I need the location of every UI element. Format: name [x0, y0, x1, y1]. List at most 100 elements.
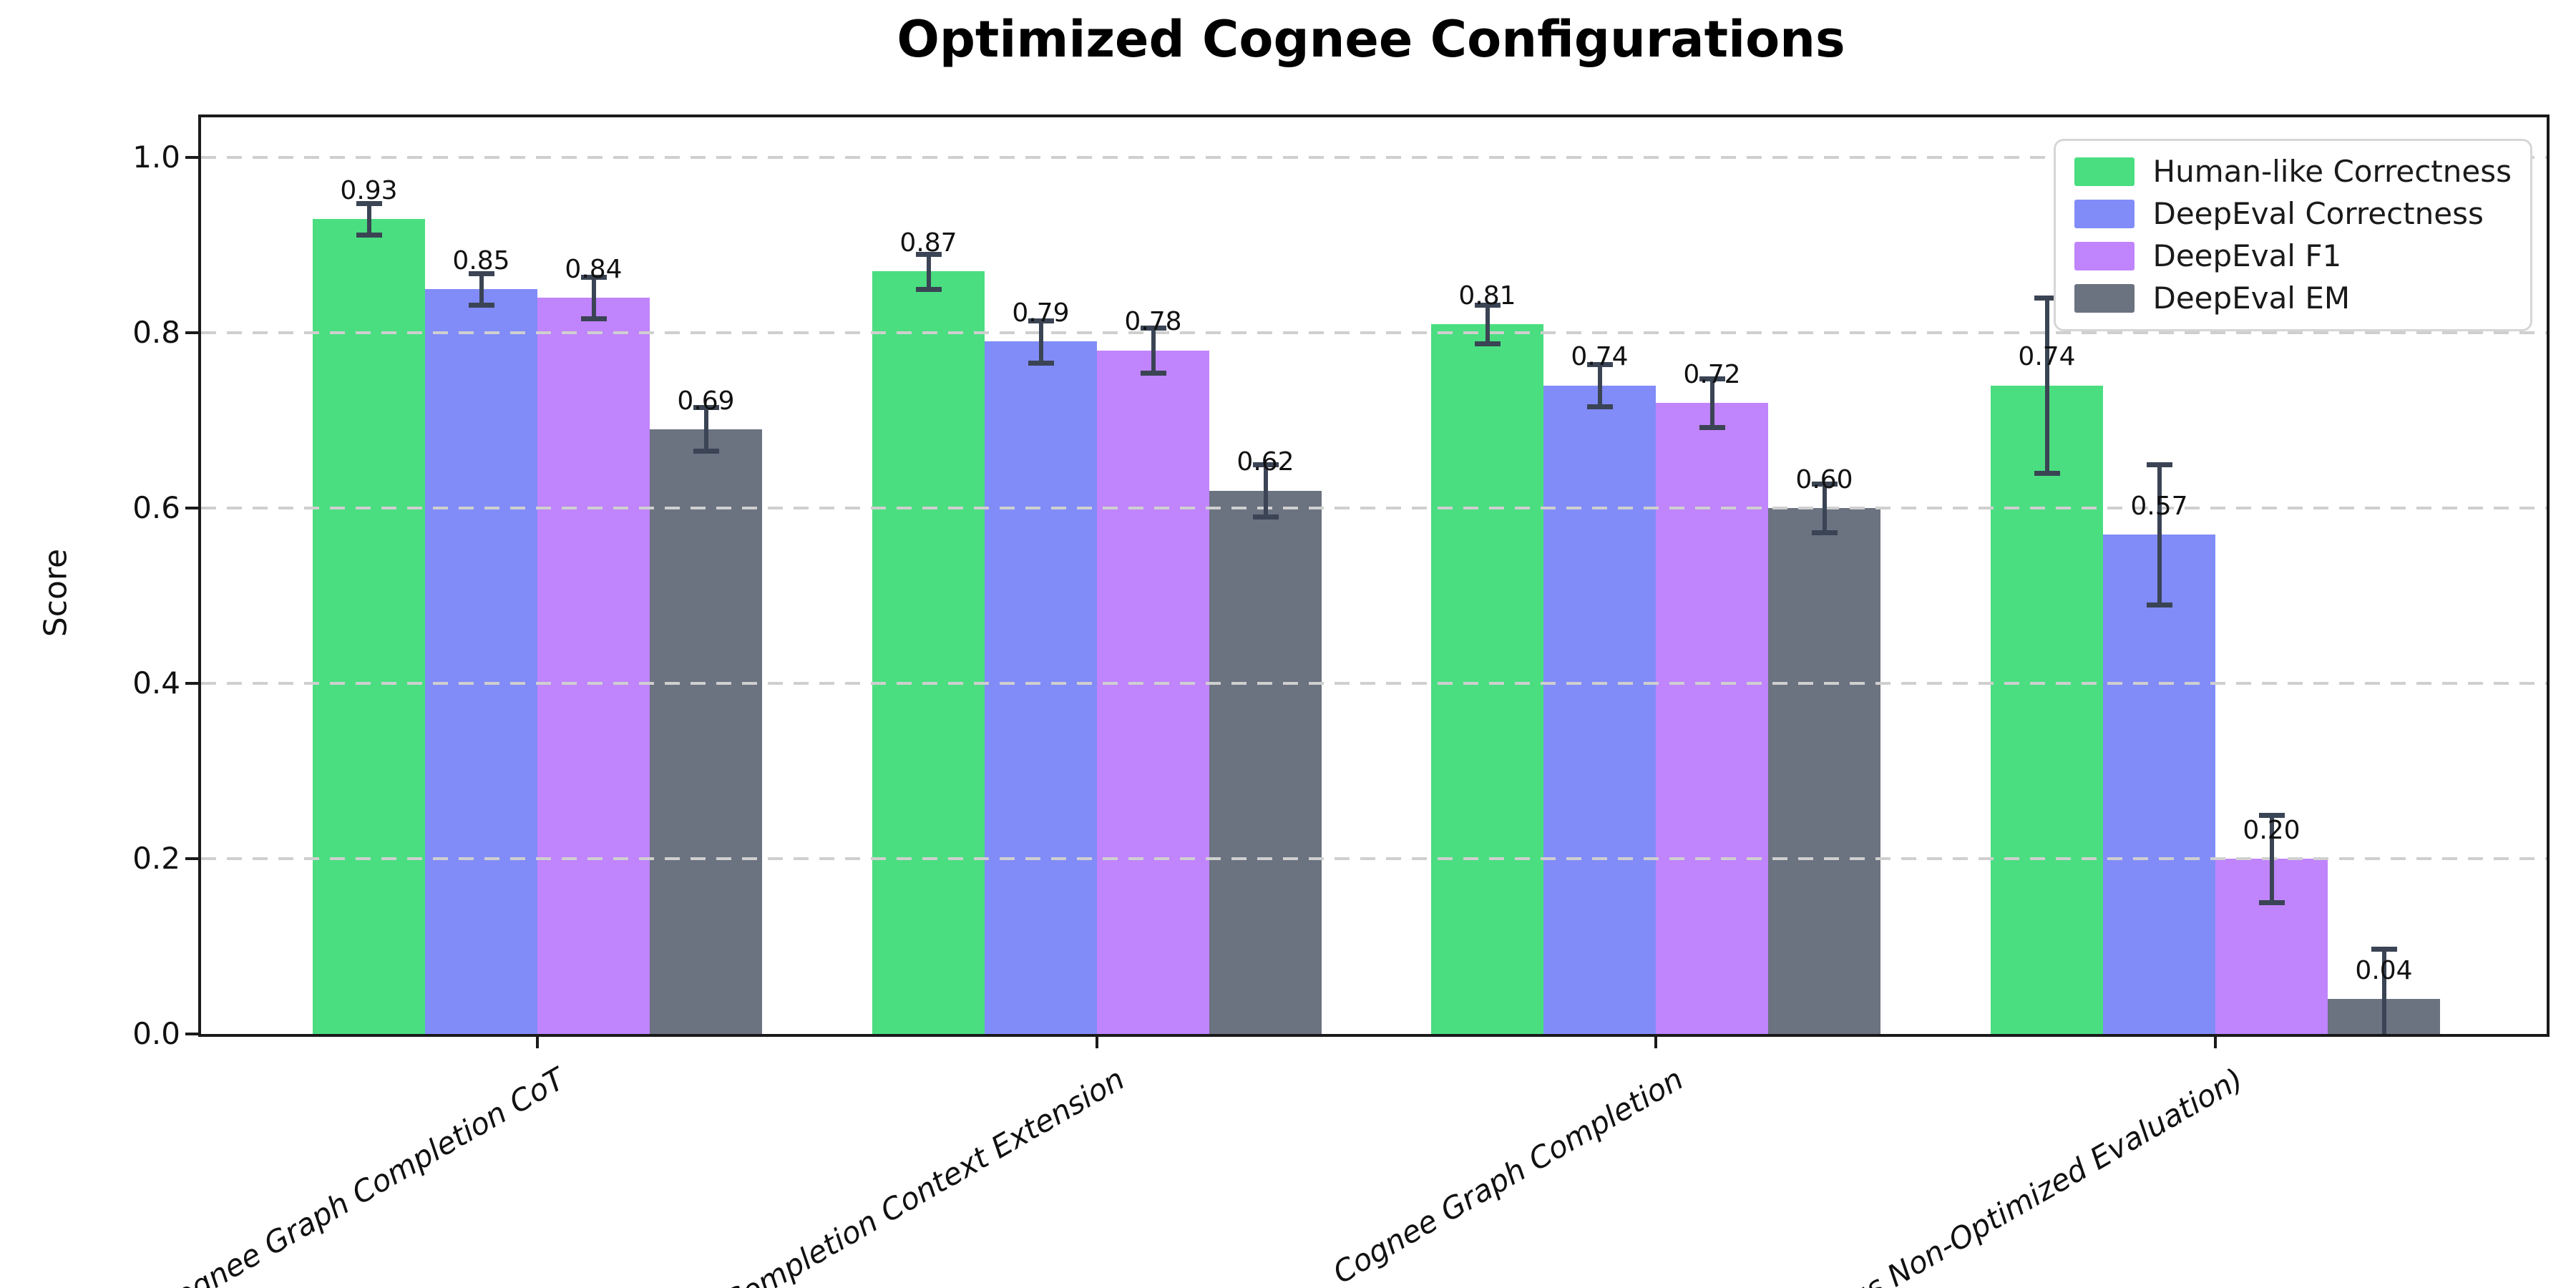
error-bar-cap [1811, 481, 1838, 487]
error-bar [479, 273, 484, 305]
error-bar [2157, 464, 2162, 605]
y-tick-mark [185, 156, 198, 159]
legend-swatch [2074, 242, 2135, 270]
legend-item: DeepEval Correctness [2074, 196, 2512, 232]
error-bar-cap [2146, 602, 2172, 608]
bar-value-label: 0.57 [2130, 491, 2188, 521]
error-bar [1597, 364, 1602, 406]
x-tick-label: Cognee (Previous Non-Optimized Evaluatio… [1644, 1061, 2249, 1288]
error-bar [2044, 298, 2049, 473]
error-bar-cap [1028, 318, 1054, 323]
bar [1991, 385, 2103, 1034]
error-bar-cap [356, 200, 382, 206]
bar [2103, 534, 2215, 1034]
bar-value-label: 0.20 [2243, 815, 2301, 845]
x-tick-mark [2214, 1037, 2217, 1048]
x-tick-mark [1654, 1037, 1657, 1048]
error-bar-cap [580, 316, 607, 322]
error-bar-cap [1811, 530, 1838, 536]
error-bar-cap [1699, 376, 1725, 381]
bar-value-label: 0.04 [2355, 955, 2413, 985]
bar-value-label: 0.69 [677, 386, 735, 416]
gridline [201, 857, 2547, 860]
bar-value-label: 0.72 [1683, 359, 1741, 389]
y-tick-label: 0.4 [132, 665, 180, 701]
legend-swatch [2074, 157, 2135, 186]
error-bar [1485, 304, 1490, 343]
error-bar-cap [1028, 360, 1054, 366]
error-bar [1709, 378, 1714, 428]
y-tick-label: 0.8 [132, 315, 180, 350]
legend-swatch [2074, 284, 2135, 313]
y-tick-label: 0.0 [132, 1016, 180, 1051]
gridline [201, 331, 2547, 334]
x-tick-label: Cognee Graph Completion Context Extensio… [521, 1061, 1131, 1288]
y-tick-mark [185, 331, 198, 334]
error-bar-cap [1140, 371, 1166, 376]
x-tick-mark [536, 1037, 539, 1048]
gridline [201, 507, 2547, 509]
bar-value-label: 0.84 [565, 254, 623, 284]
error-bar [926, 253, 931, 289]
gridline [201, 156, 2547, 159]
bar [1543, 385, 1656, 1034]
error-bar-cap [2258, 900, 2285, 906]
error-bar [2269, 814, 2274, 903]
error-bar [2381, 949, 2386, 1034]
error-bar-cap [1252, 462, 1279, 467]
bar [1768, 508, 1880, 1034]
error-bar-cap [693, 405, 719, 411]
bar [537, 298, 650, 1034]
bar-value-label: 0.85 [452, 245, 510, 275]
legend-item: DeepEval F1 [2074, 238, 2512, 274]
bar [985, 341, 1097, 1034]
bar-value-label: 0.78 [1124, 307, 1182, 337]
x-tick-mark [1096, 1037, 1098, 1048]
bar-value-label: 0.62 [1236, 447, 1294, 477]
bar [313, 218, 425, 1034]
legend-item-label: Human-like Correctness [2152, 154, 2512, 189]
error-bar [1151, 327, 1156, 374]
bar-value-label: 0.93 [340, 175, 398, 205]
y-tick-mark [185, 857, 198, 860]
error-bar-cap [1586, 404, 1613, 409]
error-bar-cap [468, 270, 494, 276]
y-tick-label: 1.0 [132, 140, 180, 175]
y-tick-mark [185, 1033, 198, 1035]
error-bar-cap [915, 286, 942, 292]
bar [872, 271, 985, 1034]
gridline [201, 682, 2547, 685]
error-bar-cap [2371, 947, 2397, 952]
x-tick-label: Cognee Graph Completion [1327, 1061, 1689, 1288]
error-bar-cap [2258, 812, 2285, 818]
chart-title: Optimized Cognee Configurations [897, 10, 1845, 69]
error-bar-cap [1140, 325, 1166, 331]
bar [1097, 350, 1209, 1034]
error-bar-cap [580, 274, 607, 280]
error-bar [1263, 464, 1268, 517]
error-bar [703, 407, 708, 452]
error-bar-cap [1474, 302, 1501, 308]
error-bar-cap [915, 251, 942, 257]
y-tick-mark [185, 682, 198, 685]
bar-value-label: 0.74 [2018, 342, 2076, 372]
error-bar [591, 276, 596, 319]
bar-value-label: 0.81 [1458, 280, 1516, 311]
error-bar-cap [1252, 514, 1279, 520]
y-tick-label: 0.2 [132, 841, 180, 876]
y-tick-label: 0.6 [132, 490, 180, 525]
x-tick-label: Cognee Graph Completion CoT [150, 1061, 571, 1288]
bar [650, 429, 762, 1034]
bar [1431, 323, 1543, 1034]
error-bar-cap [468, 302, 494, 308]
legend: Human-like Correctness DeepEval Correctne… [2053, 139, 2532, 331]
error-bar [1822, 483, 1827, 533]
error-bar-cap [356, 232, 382, 238]
bar [425, 288, 537, 1034]
bar [1209, 490, 1322, 1034]
bar-value-label: 0.79 [1012, 298, 1070, 328]
error-bar [1038, 320, 1043, 363]
legend-item-label: DeepEval EM [2152, 280, 2351, 316]
bar-value-label: 0.87 [899, 228, 957, 258]
legend-swatch [2074, 200, 2135, 228]
